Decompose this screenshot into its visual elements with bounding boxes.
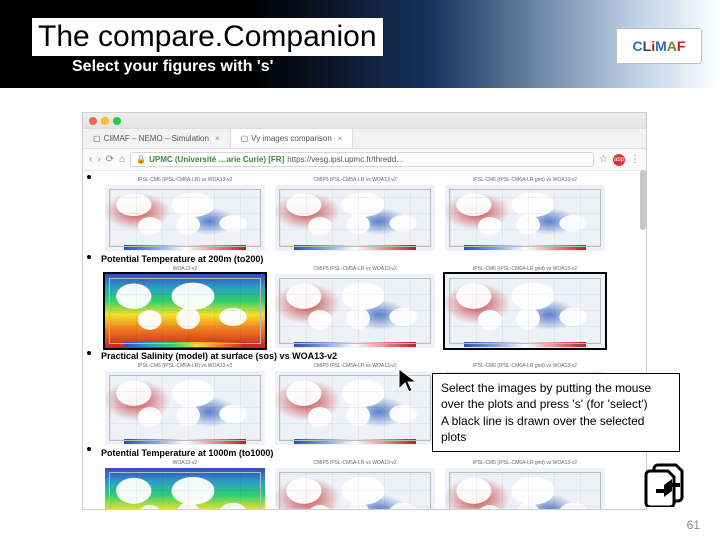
callout-text: Select the images by putting the mouse o… (441, 381, 651, 444)
forward-button[interactable]: › (97, 154, 100, 165)
bullet-icon (87, 447, 91, 451)
tab-close-icon[interactable]: × (215, 134, 220, 143)
plot-row: IPSL-CM6 (IPSL-CM6A-LR) vs WOA13-v2 CMIP5… (105, 177, 638, 251)
colorbar (294, 342, 416, 347)
bullet-icon (87, 351, 91, 355)
plot-image (445, 274, 605, 348)
colorbar (124, 245, 246, 250)
plot-title: WOA13-v2 (105, 460, 265, 468)
colorbar (464, 342, 586, 347)
tab-favicon: ▢ (93, 134, 101, 143)
plot-title: IPSL-CM6 (IPSL-CM6A-LR grid) vs WOA13-v2 (445, 460, 605, 468)
slide-title: The compare.Companion (32, 18, 383, 56)
tab-label: Vy images comparison (251, 134, 332, 143)
plot-title: WOA13-v2 (105, 266, 265, 274)
plot-thumbnail[interactable]: IPSL-CM6 (IPSL-CM6A-LR) vs WOA13-v2 (105, 177, 265, 251)
browser-tab[interactable]: ▢ CliMAF – NEMO – Simulation × (83, 129, 231, 148)
plot-thumbnail[interactable]: IPSL-CM6 (IPSL-CM6A-LR grid) vs WOA13-v2 (445, 266, 605, 348)
browser-toolbar: ‹ › ⟳ ⌂ 🔒 UPMC (Université …arie Curie) … (83, 149, 646, 171)
plot-thumbnail[interactable]: CMIP5 IPSL-CM5A-LR vs WOA13-v2 (275, 177, 435, 251)
logo-letter: C (633, 38, 643, 54)
plot-title: CMIP5 IPSL-CM5A-LR vs WOA13-v2 (275, 266, 435, 274)
plot-image (275, 274, 435, 348)
logo-letter: L (643, 38, 652, 54)
plot-image (105, 274, 265, 348)
browser-titlebar (83, 113, 646, 129)
zoom-icon[interactable] (113, 117, 121, 125)
plot-image (105, 185, 265, 251)
plot-title: CMIP5 IPSL-CM5A-LR vs WOA13-v2 (275, 177, 435, 185)
section-label: Practical Salinity (model) at surface (s… (101, 351, 638, 361)
plot-thumbnail[interactable]: CMIP5 IPSL-CM5A-LR vs WOA13-v2 (275, 266, 435, 348)
section-label: Potential Temperature at 200m (to200) (101, 254, 638, 264)
plot-thumbnail[interactable]: IPSL-CM6 (IPSL-CM6A-LR grid) vs WOA13-v2 (445, 177, 605, 251)
plot-thumbnail[interactable]: IPSL-CM6 (IPSL-CM6A-LR) vs WOA13-v2 (105, 363, 265, 445)
reload-button[interactable]: ⟳ (106, 154, 114, 165)
plot-thumbnail[interactable]: WOA13-v2 (105, 266, 265, 348)
colorbar (294, 439, 416, 444)
lock-icon: 🔒 (136, 155, 146, 164)
plot-title: CMIP5 IPSL-CM5A-LR vs WOA13-v2 (275, 460, 435, 468)
colorbar (464, 245, 586, 250)
callout-box: Select the images by putting the mouse o… (432, 373, 680, 452)
star-icon[interactable]: ☆ (599, 154, 608, 165)
plot-image (105, 468, 265, 509)
browser-tab[interactable]: ▢ Vy images comparison × (231, 129, 354, 148)
plot-title: IPSL-CM6 (IPSL-CM6A-LR) vs WOA13-v2 (105, 177, 265, 185)
plot-image (445, 185, 605, 251)
page-number: 61 (687, 518, 700, 532)
compare-icon (642, 459, 698, 512)
plot-title: IPSL-CM6 (IPSL-CM6A-LR) vs WOA13-v2 (105, 363, 265, 371)
plot-thumbnail[interactable]: IPSL-CM6 (IPSL-CM6A-LR grid) vs WOA13-v2 (445, 460, 605, 509)
menu-icon[interactable]: ⋮ (630, 154, 640, 165)
climaf-logo: CLiMAF (616, 28, 702, 64)
tab-close-icon[interactable]: × (338, 134, 343, 143)
url-badge: UPMC (Université …arie Curie) [FR] (149, 155, 284, 164)
plot-image (105, 371, 265, 445)
slide: The compare.Companion Select your figure… (0, 0, 720, 540)
colorbar (124, 439, 246, 444)
plot-row: WOA13-v2 CMIP5 IPSL-CM5A-LR vs WOA13-v2 IP… (105, 460, 638, 509)
plot-row: WOA13-v2 CMIP5 IPSL-CM5A-LR vs WOA13-v2 IP… (105, 266, 638, 348)
logo-letter: A (667, 38, 677, 54)
bullet-icon (87, 255, 91, 259)
browser-viewport: IPSL-CM6 (IPSL-CM6A-LR) vs WOA13-v2 CMIP5… (83, 171, 646, 509)
abp-icon[interactable]: abp (613, 154, 625, 166)
back-button[interactable]: ‹ (89, 154, 92, 165)
plot-title: IPSL-CM6 (IPSL-CM6A-LR grid) vs WOA13-v2 (445, 177, 605, 185)
url-text: https://vesg.ipsl.upmc.fr/thredd… (287, 155, 404, 164)
browser-tabstrip: ▢ CliMAF – NEMO – Simulation × ▢ Vy imag… (83, 129, 646, 149)
home-button[interactable]: ⌂ (119, 154, 125, 165)
tab-label: CliMAF – NEMO – Simulation (104, 134, 209, 143)
slide-subtitle: Select your figures with 's' (72, 58, 273, 76)
close-icon[interactable] (89, 117, 97, 125)
minimize-icon[interactable] (101, 117, 109, 125)
colorbar (124, 342, 246, 347)
header-bar: The compare.Companion Select your figure… (0, 0, 720, 88)
plot-thumbnail[interactable]: WOA13-v2 (105, 460, 265, 509)
plot-title: IPSL-CM6 (IPSL-CM6A-LR grid) vs WOA13-v2 (445, 266, 605, 274)
logo-letter: F (677, 38, 686, 54)
plot-thumbnail[interactable]: CMIP5 IPSL-CM5A-LR vs WOA13-v2 (275, 460, 435, 509)
logo-letter: M (655, 38, 667, 54)
tab-favicon: ▢ (241, 134, 249, 143)
plot-image (275, 468, 435, 509)
colorbar (294, 245, 416, 250)
bullet-icon (87, 175, 91, 179)
plot-image (445, 468, 605, 509)
plot-image (275, 185, 435, 251)
scrollbar-thumb[interactable] (640, 170, 646, 230)
plot-title: IPSL-CM6 (IPSL-CM6A-LR grid) vs WOA13-v2 (445, 363, 605, 371)
url-bar[interactable]: 🔒 UPMC (Université …arie Curie) [FR] htt… (130, 152, 594, 167)
